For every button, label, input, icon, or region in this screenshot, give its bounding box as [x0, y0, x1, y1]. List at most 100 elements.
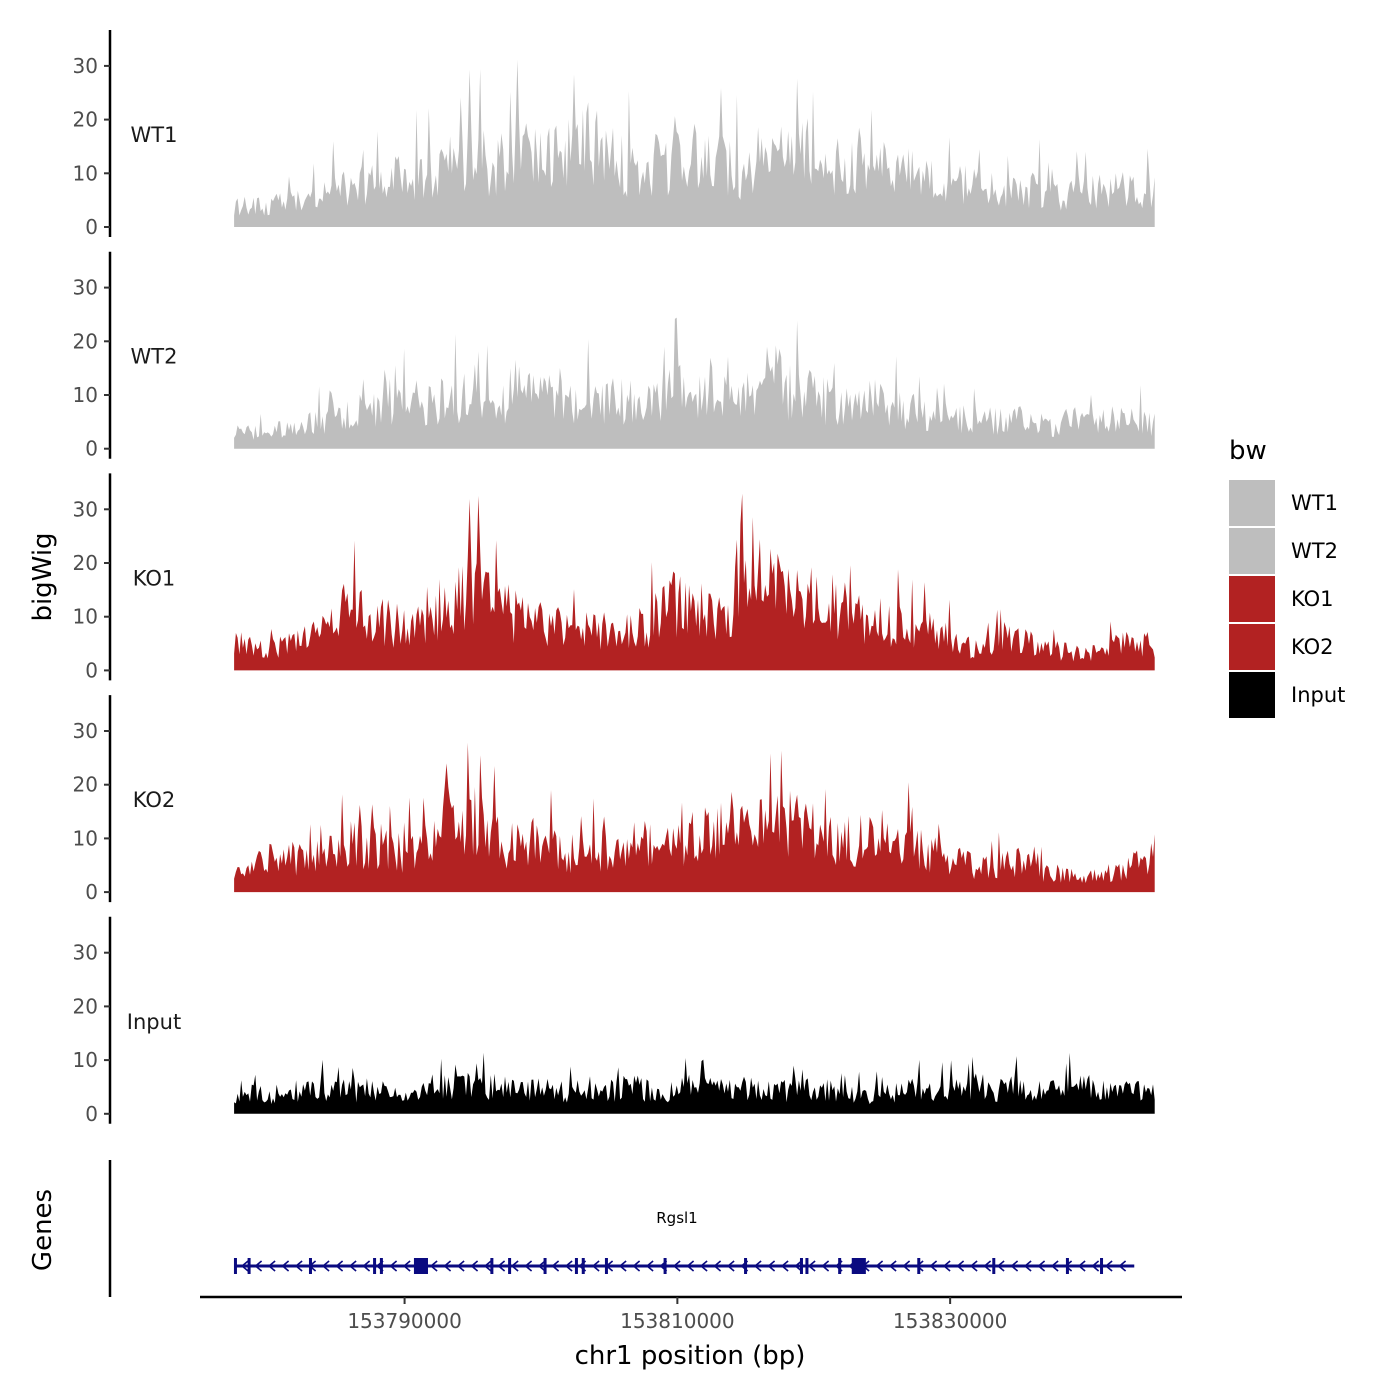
track-ko2: 0 10 20 30 KO2: [73, 695, 1155, 904]
strand-arrow: [699, 1260, 708, 1272]
strand-arrow: [1037, 1260, 1046, 1272]
legend: bw WT1 WT2 KO1 KO2 Input: [1229, 436, 1345, 718]
strand-arrow: [902, 1260, 911, 1272]
strand-arrow: [1023, 1260, 1032, 1272]
y-tick-label: 20: [73, 108, 98, 132]
strand-arrow: [389, 1260, 398, 1272]
strand-arrow: [969, 1260, 978, 1272]
gene-exon: [838, 1258, 842, 1274]
gene-exon: [379, 1258, 383, 1274]
strand-arrow: [672, 1260, 681, 1272]
coverage-area: [234, 59, 1155, 228]
x-tick-label: 153790000: [347, 1309, 462, 1333]
coverage-area: [234, 742, 1155, 893]
legend-swatch-input: [1229, 672, 1275, 718]
strand-arrow: [443, 1260, 452, 1272]
y-tick-label: 0: [85, 1102, 98, 1126]
legend-swatch-wt1: [1229, 480, 1275, 526]
strand-arrow: [807, 1260, 816, 1272]
strand-arrow: [956, 1260, 965, 1272]
strand-arrow: [1077, 1260, 1086, 1272]
gene-exon: [663, 1258, 667, 1274]
strand-arrow: [429, 1260, 438, 1272]
strand-arrow: [335, 1260, 344, 1272]
gene-exon: [308, 1258, 312, 1274]
legend-swatch-wt2: [1229, 528, 1275, 574]
gene-exon: [581, 1258, 585, 1274]
gene-exon: [992, 1258, 996, 1274]
strand-arrow: [1010, 1260, 1019, 1272]
track-label: WT1: [131, 123, 178, 147]
y-tick-label: 30: [73, 719, 98, 743]
strand-arrow: [240, 1260, 249, 1272]
strand-arrow: [780, 1260, 789, 1272]
strand-arrow: [645, 1260, 654, 1272]
strand-arrow: [524, 1260, 533, 1272]
x-axis-title: chr1 position (bp): [575, 1341, 806, 1371]
gene-track: Rgsl1: [108, 1160, 1135, 1297]
strand-arrow: [713, 1260, 722, 1272]
strand-arrow: [1091, 1260, 1100, 1272]
gene-exon: [233, 1258, 237, 1274]
y-tick-label: 10: [73, 161, 98, 185]
strand-arrow: [632, 1260, 641, 1272]
strand-arrow: [618, 1260, 627, 1272]
strand-arrow: [470, 1260, 479, 1272]
gene-exon: [247, 1258, 251, 1274]
coverage-area: [234, 493, 1155, 671]
coverage-area: [234, 1052, 1155, 1114]
x-axis: 153790000 153810000 153830000: [200, 1295, 1182, 1333]
strand-arrow: [983, 1260, 992, 1272]
strand-arrow: [510, 1260, 519, 1272]
y-tick-label: 10: [73, 383, 98, 407]
y-tick-label: 20: [73, 773, 98, 797]
x-tick-label: 153830000: [893, 1309, 1008, 1333]
strand-arrow: [1064, 1260, 1073, 1272]
x-tick-label: 153810000: [620, 1309, 735, 1333]
strand-arrow: [929, 1260, 938, 1272]
legend-title: bw: [1229, 436, 1267, 466]
strand-arrow: [362, 1260, 371, 1272]
strand-arrow: [875, 1260, 884, 1272]
gene-utr-block: [851, 1258, 866, 1274]
strand-arrow: [564, 1260, 573, 1272]
gene-exon: [543, 1258, 547, 1274]
strand-arrow: [294, 1260, 303, 1272]
strand-arrow: [888, 1260, 897, 1272]
legend-label-wt2: WT2: [1291, 539, 1338, 563]
track-label: KO2: [133, 788, 176, 812]
gene-exon: [373, 1258, 377, 1274]
strand-arrow: [753, 1260, 762, 1272]
strand-arrow: [497, 1260, 506, 1272]
y-tick-label: 30: [73, 276, 98, 300]
y-tick-label: 10: [73, 826, 98, 850]
track-wt2: 0 10 20 30 WT2: [73, 251, 1155, 461]
y-tick-label: 30: [73, 54, 98, 78]
gene-exon: [805, 1258, 809, 1274]
gene-utr-block: [413, 1258, 428, 1274]
y-tick-label: 0: [85, 215, 98, 239]
track-input: 0 10 20 30 Input: [73, 916, 1155, 1126]
strand-arrow: [591, 1260, 600, 1272]
strand-arrow: [767, 1260, 776, 1272]
strand-arrow: [321, 1260, 330, 1272]
y-tick-label: 0: [85, 658, 98, 682]
y-tick-label: 20: [73, 551, 98, 575]
gene-name-label: Rgsl1: [656, 1209, 697, 1227]
strand-arrow: [1050, 1260, 1059, 1272]
strand-arrow: [456, 1260, 465, 1272]
strand-arrow: [1104, 1260, 1113, 1272]
strand-arrow: [537, 1260, 546, 1272]
strand-arrow: [254, 1260, 263, 1272]
gene-exon: [508, 1258, 512, 1274]
gene-exon: [799, 1258, 803, 1274]
strand-arrow: [821, 1260, 830, 1272]
track-wt1: 0 10 20 30 WT1: [73, 30, 1155, 239]
track-label: Input: [127, 1010, 181, 1034]
legend-label-input: Input: [1291, 683, 1345, 707]
strand-arrow: [726, 1260, 735, 1272]
legend-label-ko1: KO1: [1291, 587, 1334, 611]
track-ko1: 0 10 20 30 KO1: [73, 473, 1155, 682]
strand-arrow: [996, 1260, 1005, 1272]
